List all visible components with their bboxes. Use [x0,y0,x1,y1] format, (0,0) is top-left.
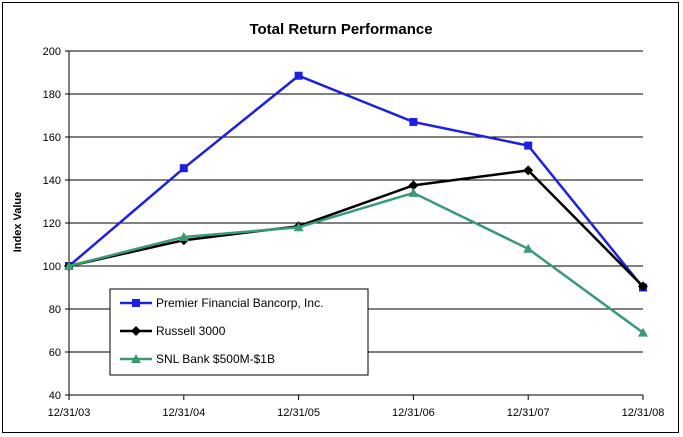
x-tick-label: 12/31/06 [392,407,435,419]
series-group [64,71,648,337]
x-tick-labels: 12/31/03 12/31/04 12/31/05 12/31/06 12/31/07… [48,407,665,419]
y-tick-label: 180 [43,89,61,101]
legend-swatch-marker [131,326,141,336]
x-tick-label: 12/31/03 [48,407,91,419]
series-2 [64,187,648,337]
y-tick-label: 140 [43,175,61,187]
legend-swatch-marker [132,299,140,307]
legend-label: Premier Financial Bancorp, Inc. [156,296,323,310]
x-tick-label: 12/31/04 [162,407,205,419]
data-point [523,165,534,176]
legend-swatch-marker [131,354,141,363]
x-tick-label: 12/31/07 [507,407,550,419]
x-tick-label: 12/31/08 [622,407,665,419]
series-line [68,191,644,334]
data-point [638,327,648,337]
data-point [408,187,419,197]
legend-label: Russell 3000 [156,324,226,338]
data-point [294,71,303,80]
data-point [408,180,419,191]
y-tick-label: 80 [49,304,61,316]
series-0 [65,71,647,292]
series-line [68,74,644,289]
y-tick-labels: 40 60 80 100 120 140 160 180 200 [43,46,61,402]
data-point [409,117,418,126]
legend-box [109,288,369,376]
legend: Premier Financial Bancorp, Inc. Russell 3… [109,288,369,376]
y-tick-label: 100 [43,261,61,273]
y-tick-label: 120 [43,218,61,230]
y-tick-label: 60 [49,347,61,359]
y-tick-label: 200 [43,46,61,58]
series-line [68,169,644,288]
data-point [523,243,534,253]
data-point [293,222,304,232]
data-point [524,141,533,150]
chart-title: Total Return Performance [249,21,432,38]
y-tick-label: 40 [49,390,61,402]
axes [65,50,644,400]
y-tick-label: 160 [43,132,61,144]
x-tick-label: 12/31/05 [277,407,320,419]
data-point [638,281,648,292]
y-axis-label: Index Value [12,192,24,253]
data-point [64,261,74,270]
data-point [179,164,188,173]
legend-label: SNL Bank $500M-$1B [156,352,275,366]
data-point [178,231,189,241]
